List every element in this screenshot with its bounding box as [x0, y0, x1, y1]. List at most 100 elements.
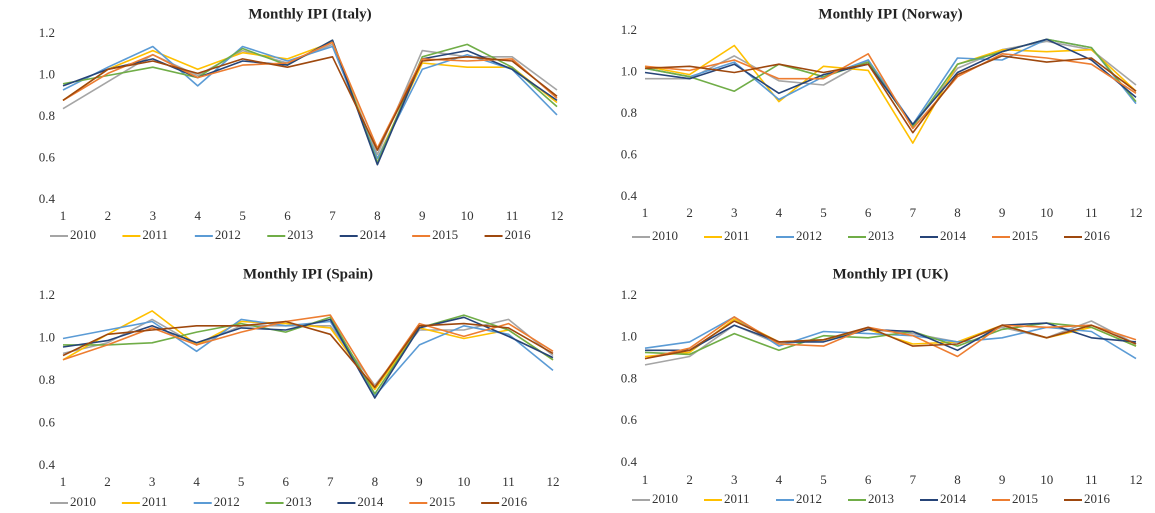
x-tick-label: 3 [731, 472, 738, 487]
x-tick-label: 5 [239, 208, 246, 223]
x-tick-label: 2 [686, 205, 693, 220]
chart-title: Monthly IPI (Italy) [248, 6, 371, 22]
x-tick-label: 8 [372, 474, 379, 489]
y-tick-label: 1.2 [621, 287, 637, 302]
x-tick-label: 2 [686, 472, 693, 487]
legend-label: 2011 [724, 491, 750, 506]
x-tick-label: 8 [954, 472, 961, 487]
series-line [644, 44, 1137, 144]
x-tick-label: 11 [502, 474, 515, 489]
series-line [644, 53, 1137, 130]
x-tick-label: 9 [416, 474, 423, 489]
legend-label: 2016 [505, 227, 531, 242]
legend-label: 2011 [142, 227, 168, 242]
legend-label: 2010 [70, 494, 96, 509]
legend-label: 2012 [796, 491, 822, 506]
chart-title: Monthly IPI (Spain) [243, 266, 373, 282]
y-tick-label: 1.0 [39, 66, 55, 81]
legend-label: 2015 [1012, 228, 1038, 243]
x-tick-label: 7 [910, 205, 917, 220]
x-tick-label: 11 [506, 208, 519, 223]
legend-label: 2013 [286, 494, 312, 509]
series-line [644, 322, 1137, 356]
legend-label: 2016 [1084, 228, 1111, 243]
legend-label: 2014 [357, 494, 384, 509]
x-tick-label: 1 [60, 208, 67, 223]
x-tick-label: 3 [150, 208, 157, 223]
y-tick-label: 0.6 [39, 149, 56, 164]
chart-title: Monthly IPI (UK) [833, 266, 949, 282]
y-tick-label: 1.2 [39, 25, 55, 40]
x-tick-label: 3 [149, 474, 156, 489]
x-tick-label: 1 [642, 205, 649, 220]
y-tick-label: 1.0 [39, 329, 55, 344]
x-tick-label: 8 [954, 205, 961, 220]
series-line [62, 56, 558, 151]
y-tick-label: 0.6 [39, 414, 56, 429]
x-tick-label: 9 [999, 205, 1006, 220]
x-tick-label: 10 [1040, 472, 1053, 487]
x-tick-label: 10 [1040, 205, 1053, 220]
series-line [62, 41, 558, 149]
series-line [644, 316, 1137, 360]
y-tick-label: 0.4 [621, 188, 638, 203]
series-line [644, 55, 1137, 134]
y-tick-label: 0.6 [621, 146, 638, 161]
x-tick-label: 6 [865, 205, 872, 220]
series-line [644, 38, 1137, 128]
x-tick-label: 8 [374, 208, 381, 223]
x-tick-label: 5 [820, 205, 827, 220]
series-line [645, 322, 1137, 352]
y-tick-label: 0.6 [621, 412, 638, 427]
x-tick-label: 6 [284, 208, 291, 223]
x-tick-label: 10 [461, 208, 474, 223]
legend-label: 2012 [214, 494, 240, 509]
y-tick-label: 1.0 [621, 329, 637, 344]
legend-label: 2013 [868, 491, 894, 506]
x-tick-label: 6 [865, 472, 872, 487]
x-tick-label: 12 [547, 474, 560, 489]
legend-label: 2010 [652, 491, 678, 506]
y-tick-label: 1.0 [621, 63, 637, 78]
y-tick-label: 1.2 [621, 22, 637, 37]
series-line [644, 38, 1137, 126]
series-line [62, 318, 554, 397]
x-tick-label: 7 [329, 208, 336, 223]
legend-label: 2015 [429, 494, 455, 509]
series-line [644, 316, 1137, 360]
series-line [645, 40, 1137, 128]
legend-label: 2013 [287, 227, 313, 242]
x-tick-label: 2 [105, 208, 112, 223]
x-tick-label: 2 [104, 474, 111, 489]
y-tick-label: 0.8 [39, 108, 55, 123]
y-tick-label: 0.4 [39, 191, 56, 206]
legend-label: 2013 [868, 228, 894, 243]
series-line [62, 310, 554, 391]
x-tick-label: 7 [327, 474, 334, 489]
legend-label: 2016 [1084, 491, 1111, 506]
legend-label: 2011 [142, 494, 168, 509]
x-tick-label: 1 [642, 472, 649, 487]
x-tick-label: 3 [731, 205, 738, 220]
chart-title: Monthly IPI (Norway) [818, 6, 962, 22]
y-tick-label: 0.8 [621, 105, 637, 120]
legend-label: 2016 [501, 494, 527, 509]
legend-label: 2014 [360, 227, 387, 242]
x-tick-label: 1 [60, 474, 67, 489]
x-tick-label: 12 [1130, 205, 1143, 220]
series-line [644, 320, 1137, 360]
x-tick-label: 4 [194, 208, 201, 223]
x-tick-label: 11 [1085, 205, 1098, 220]
x-tick-label: 12 [1130, 472, 1143, 487]
series-line [62, 320, 554, 389]
y-tick-label: 0.4 [39, 457, 56, 472]
x-tick-label: 12 [551, 208, 564, 223]
y-tick-label: 0.8 [39, 372, 55, 387]
x-tick-label: 6 [282, 474, 289, 489]
series-line [62, 41, 558, 160]
legend-label: 2015 [432, 227, 458, 242]
x-tick-label: 9 [999, 472, 1006, 487]
series-line [62, 316, 554, 399]
x-tick-label: 4 [776, 205, 783, 220]
